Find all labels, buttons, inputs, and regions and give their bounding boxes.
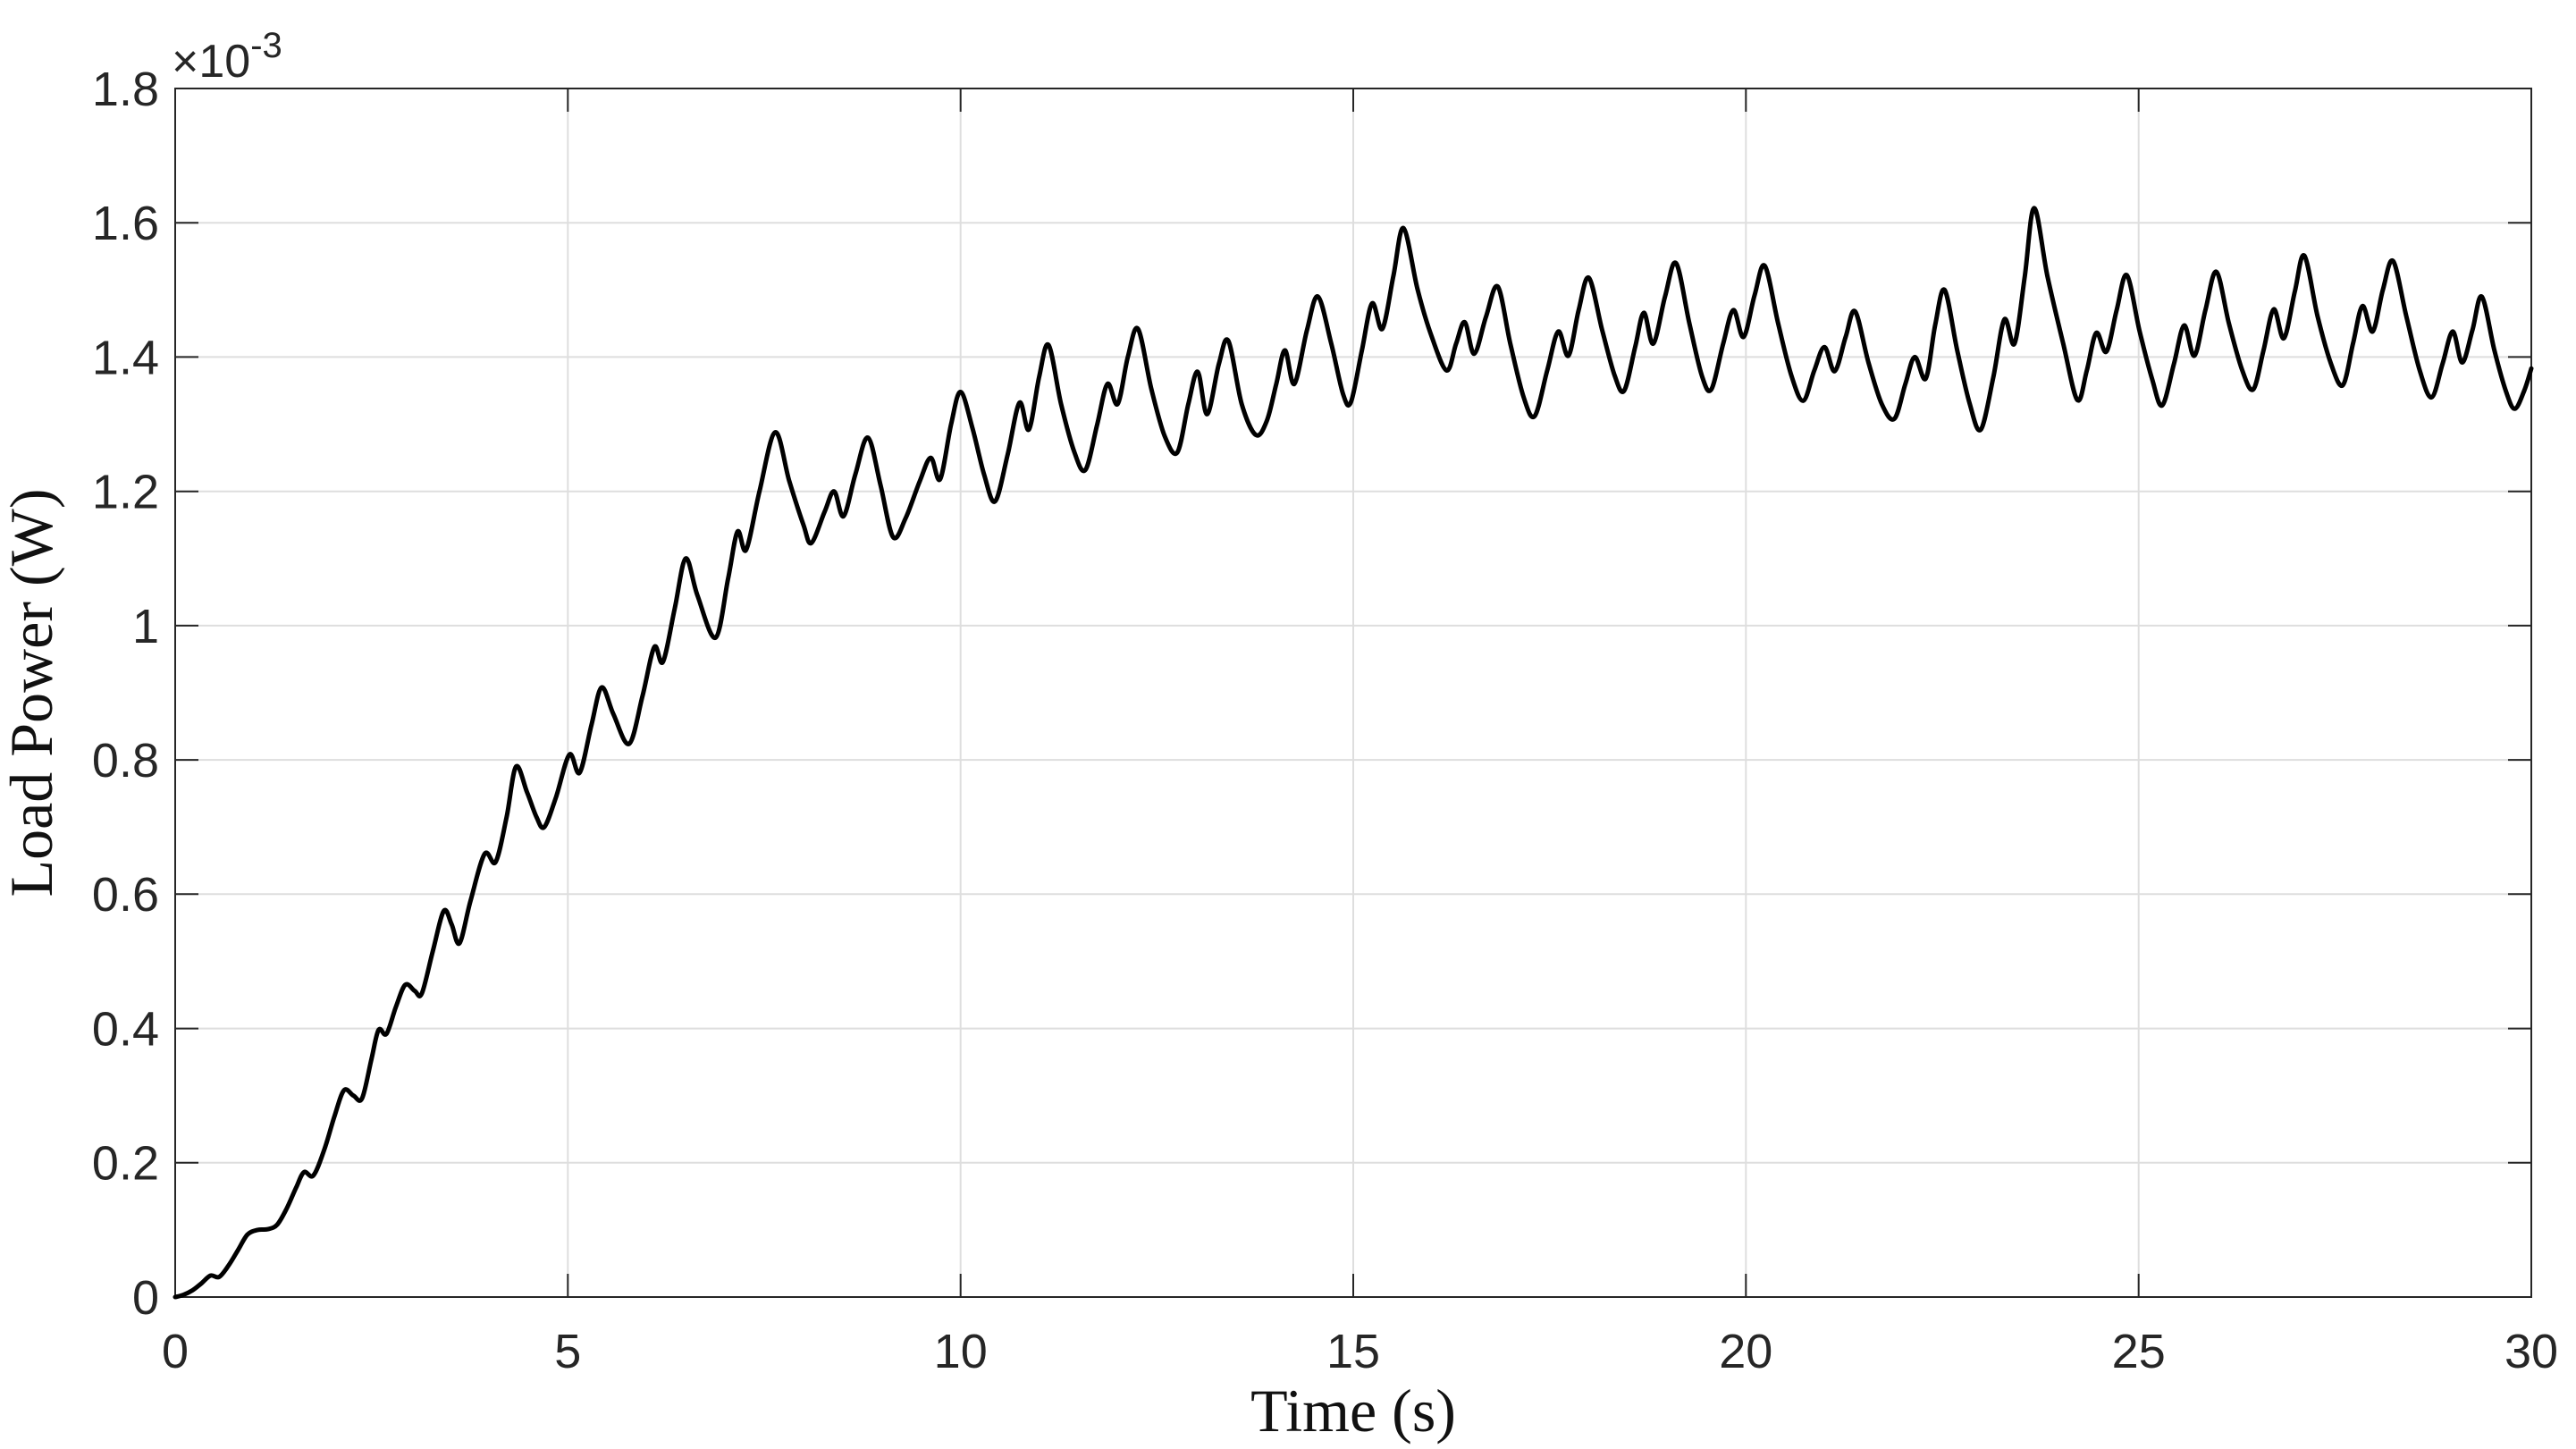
y-tick-label: 1	[132, 600, 159, 653]
x-tick-label: 0	[162, 1325, 189, 1378]
y-tick-label: 0	[132, 1271, 159, 1325]
y-tick-label: 1.4	[92, 331, 159, 384]
y-tick-label: 1.2	[92, 466, 159, 519]
y-tick-labels: 0 0.2 0.4 0.6 0.8 1 1.2 1.4 1.6 1.8	[92, 63, 159, 1325]
y-tick-label: 0.4	[92, 1003, 159, 1057]
load-power-line	[173, 206, 2534, 1300]
y-tick-label: 0.6	[92, 868, 159, 922]
y-axis-exponent-label: ×10-3	[172, 26, 282, 88]
axes-box	[174, 88, 2532, 1298]
y-tick-label: 0.2	[92, 1137, 159, 1191]
x-tick-labels: 0 5 10 15 20 25 30	[162, 1325, 2558, 1378]
x-tick-label: 15	[1326, 1325, 1380, 1378]
y-axis-exponent-sup: -3	[250, 26, 282, 65]
y-tick-label: 1.6	[92, 197, 159, 250]
y-tick-label: 0.8	[92, 734, 159, 788]
x-tick-label: 10	[934, 1325, 988, 1378]
y-axis-label: Load Power (W)	[0, 489, 65, 897]
x-tick-label: 20	[1719, 1325, 1772, 1378]
x-axis-label: Time (s)	[1250, 1377, 1456, 1445]
x-tick-label: 30	[2504, 1325, 2558, 1378]
x-tick-label: 5	[554, 1325, 581, 1378]
x-tick-label: 25	[2112, 1325, 2166, 1378]
y-tick-label: 1.8	[92, 63, 159, 116]
